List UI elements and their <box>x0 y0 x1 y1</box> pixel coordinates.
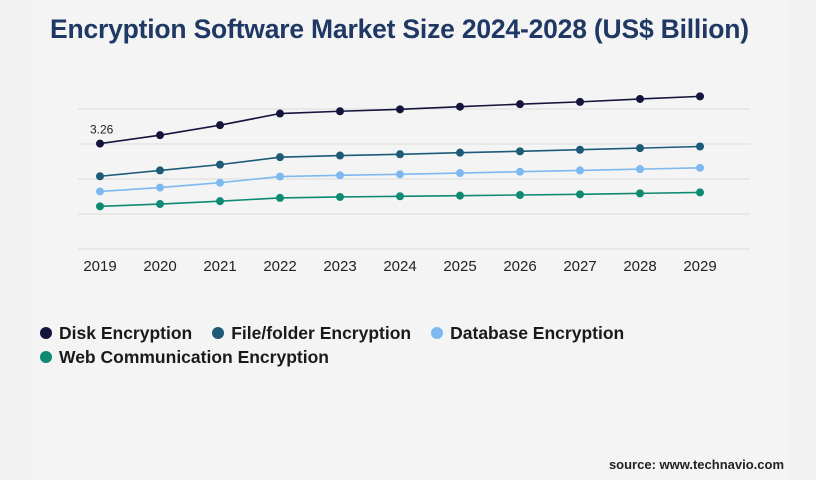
data-point <box>276 109 284 118</box>
legend-label: Database Encryption <box>450 322 625 343</box>
x-tick-label: 2029 <box>683 258 716 275</box>
data-point <box>156 183 164 192</box>
x-tick-label: 2024 <box>383 258 416 275</box>
legend-marker-icon <box>40 351 52 363</box>
data-point <box>336 151 344 160</box>
series-disk-encryption: 3.26 <box>90 92 704 148</box>
data-point <box>456 169 464 178</box>
data-point <box>636 94 644 103</box>
data-point <box>396 150 404 159</box>
data-point <box>516 167 524 176</box>
source-note: source: www.technavio.com <box>608 457 784 472</box>
data-point <box>696 142 704 151</box>
legend-marker-icon <box>212 327 225 339</box>
data-point <box>96 139 104 148</box>
legend-label: Disk Encryption <box>59 322 193 343</box>
x-tick-label: 2023 <box>323 258 356 275</box>
data-point <box>336 107 344 116</box>
x-axis: 2019 2020 2021 2022 2023 2024 2025 2026 2027 2028… <box>83 258 716 275</box>
legend-item: Disk Encryption <box>40 323 192 343</box>
data-point <box>96 187 104 196</box>
data-point <box>516 191 524 200</box>
data-point <box>516 100 524 109</box>
data-point <box>96 172 104 181</box>
data-point <box>636 144 644 153</box>
data-point <box>156 200 164 209</box>
data-point <box>156 166 164 175</box>
legend-marker-icon <box>40 327 52 339</box>
data-point <box>216 121 224 130</box>
data-point <box>576 190 584 199</box>
data-point <box>336 171 344 180</box>
legend-item: File/folder Encryption <box>212 323 411 343</box>
x-tick-label: 2020 <box>143 258 176 275</box>
data-point <box>96 202 104 211</box>
series-file-folder-encryption <box>96 142 704 181</box>
data-point <box>696 92 704 101</box>
data-point <box>576 97 584 106</box>
data-point <box>456 102 464 111</box>
chart-card <box>32 0 788 480</box>
data-point <box>336 192 344 201</box>
data-point <box>396 192 404 201</box>
legend-label: Web Communication Encryption <box>59 346 329 367</box>
legend-item: Database Encryption <box>431 323 624 343</box>
data-point <box>216 178 224 187</box>
data-point <box>636 165 644 174</box>
x-tick-label: 2019 <box>83 258 116 275</box>
series-line <box>99 95 701 145</box>
data-point <box>456 191 464 200</box>
chart-title: Encryption Software Market Size 2024-202… <box>50 14 749 44</box>
data-point <box>156 131 164 140</box>
data-point <box>696 188 704 197</box>
legend-label: File/folder Encryption <box>231 322 412 343</box>
data-point <box>456 148 464 157</box>
data-point <box>216 160 224 169</box>
data-point <box>576 145 584 154</box>
data-point <box>216 197 224 206</box>
data-point <box>276 153 284 162</box>
data-label: 3.26 <box>90 123 114 137</box>
legend-marker-icon <box>431 327 444 339</box>
x-tick-label: 2022 <box>263 258 296 275</box>
data-point <box>396 105 404 114</box>
data-point <box>396 170 404 179</box>
x-tick-label: 2027 <box>563 258 596 275</box>
data-point <box>276 172 284 181</box>
legend-item: Web Communication Encryption <box>40 347 329 367</box>
series-database-encryption <box>96 163 704 196</box>
gridlines <box>78 108 750 250</box>
x-tick-label: 2025 <box>443 258 476 275</box>
x-tick-label: 2028 <box>623 258 656 275</box>
x-tick-label: 2021 <box>203 258 236 275</box>
data-point <box>576 166 584 175</box>
chart-legend: Disk Encryption File/folder Encryption Dat… <box>40 323 680 367</box>
series-web-communication-encryption <box>96 188 704 211</box>
data-point <box>696 163 704 172</box>
x-tick-label: 2026 <box>503 258 536 275</box>
line-chart: 2019 2020 2021 2022 2023 2024 2025 2026 2027 2028… <box>78 92 750 275</box>
data-point <box>276 193 284 202</box>
data-point <box>516 147 524 156</box>
data-point <box>636 189 644 198</box>
